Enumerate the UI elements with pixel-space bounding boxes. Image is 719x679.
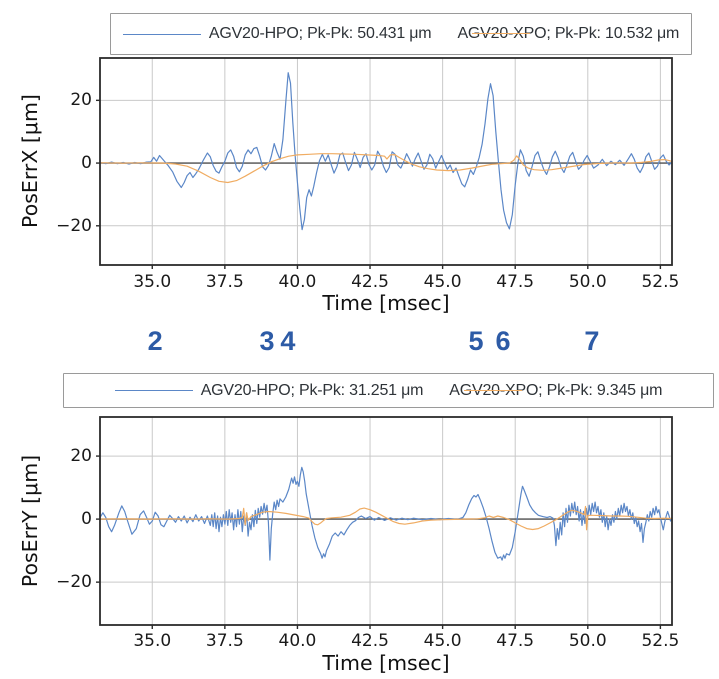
x-tick-label: 42.5 bbox=[351, 272, 389, 292]
y-tick-label: −20 bbox=[56, 215, 92, 236]
x-tick-label: 52.5 bbox=[641, 272, 680, 292]
legend-item-xpo-x: AGV20-XPO; Pk-Pk: 10.532 μm bbox=[457, 25, 679, 43]
event-marker-7: 7 bbox=[584, 326, 600, 356]
x-tick-label: 50.0 bbox=[568, 631, 607, 651]
event-marker-4: 4 bbox=[280, 326, 296, 356]
legend-label-xpo-y: AGV20-XPO; Pk-Pk: 9.345 μm bbox=[449, 381, 663, 399]
x-tick-label: 50.0 bbox=[568, 272, 607, 292]
poserrx-plot-svg bbox=[96, 57, 673, 269]
legend-label-hpo-x: AGV20-HPO; Pk-Pk: 50.431 μm bbox=[208, 25, 432, 42]
x-tick-label: 37.5 bbox=[205, 272, 244, 292]
xpo-line-sample-icon bbox=[464, 389, 523, 391]
legend-item-xpo-y: AGV20-XPO; Pk-Pk: 9.345 μm bbox=[449, 382, 662, 400]
poserry-plot-svg bbox=[96, 416, 673, 629]
hpo-line-sample-icon bbox=[114, 390, 193, 391]
poserrx-legend: AGV20-HPO; Pk-Pk: 50.431 μm AGV20-XPO; P… bbox=[110, 13, 692, 55]
x-tick-label: 40.0 bbox=[278, 272, 317, 292]
x-tick-label: 42.5 bbox=[351, 631, 389, 651]
poserrx-plot-area bbox=[96, 57, 673, 269]
x-tick-label: 45.0 bbox=[423, 272, 462, 292]
event-marker-5: 5 bbox=[468, 326, 484, 356]
x-tick-label: 47.5 bbox=[496, 631, 535, 651]
y-tick-label: 0 bbox=[81, 153, 92, 174]
x-tick-label: 52.5 bbox=[641, 631, 680, 651]
poserry-plot-area bbox=[96, 416, 673, 629]
poserry-x-axis-label: Time [msec] bbox=[322, 651, 450, 675]
xpo-line-sample-icon bbox=[472, 33, 531, 34]
legend-item-hpo-y: AGV20-HPO; Pk-Pk: 31.251 μm bbox=[114, 381, 424, 400]
x-tick-label: 35.0 bbox=[133, 631, 172, 651]
x-tick-label: 35.0 bbox=[133, 272, 172, 292]
x-tick-label: 37.5 bbox=[205, 631, 244, 651]
legend-label-xpo-x: AGV20-XPO; Pk-Pk: 10.532 μm bbox=[457, 25, 680, 42]
event-marker-3: 3 bbox=[259, 326, 275, 356]
poserrx-x-axis-label: Time [msec] bbox=[322, 291, 450, 315]
y-tick-label: 20 bbox=[70, 446, 92, 467]
y-tick-label: 0 bbox=[81, 509, 92, 530]
poserry-legend: AGV20-HPO; Pk-Pk: 31.251 μm AGV20-XPO; P… bbox=[63, 373, 714, 408]
event-marker-2: 2 bbox=[147, 326, 163, 356]
legend-label-hpo-y: AGV20-HPO; Pk-Pk: 31.251 μm bbox=[200, 381, 424, 399]
x-tick-label: 45.0 bbox=[423, 631, 462, 651]
x-tick-label: 40.0 bbox=[278, 631, 317, 651]
y-tick-label: −20 bbox=[56, 572, 92, 593]
y-tick-label: 20 bbox=[70, 90, 92, 111]
event-marker-6: 6 bbox=[495, 326, 511, 356]
legend-item-hpo-x: AGV20-HPO; Pk-Pk: 50.431 μm bbox=[122, 25, 432, 43]
x-tick-label: 47.5 bbox=[496, 272, 535, 292]
hpo-line-sample-icon bbox=[122, 33, 201, 35]
